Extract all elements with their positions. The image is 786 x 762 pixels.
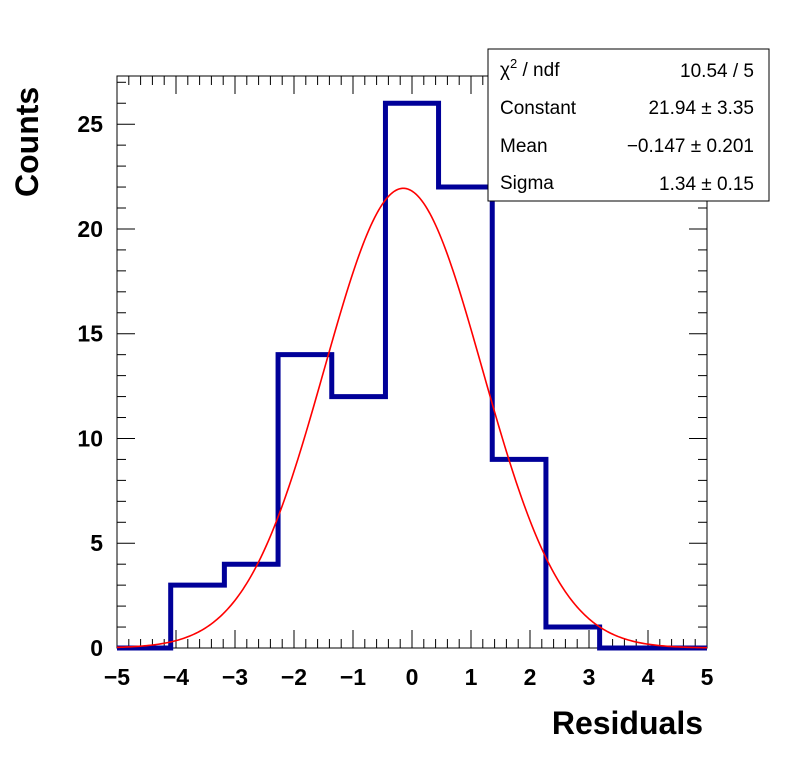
stats-value-sigma: 1.34 ± 0.15 — [659, 174, 754, 195]
y-tick-label: 0 — [90, 635, 103, 661]
fit-stats-box: χ2 / ndf 10.54 / 5 Constant 21.94 ± 3.35… — [487, 48, 770, 202]
x-tick-label: 4 — [642, 664, 655, 690]
y-tick-label: 15 — [77, 321, 103, 347]
x-tick-label: −2 — [281, 664, 307, 690]
x-tick-label: −4 — [163, 664, 189, 690]
y-tick-label: 10 — [77, 425, 103, 451]
stats-chi-symbol: χ — [500, 60, 510, 81]
x-tick-label: 0 — [406, 664, 419, 690]
x-tick-label: −3 — [222, 664, 248, 690]
gaussian-fit-curve — [116, 187, 708, 649]
stats-label-constant: Constant — [500, 98, 577, 119]
histogram-series — [117, 100, 707, 651]
y-tick-label: 25 — [77, 111, 103, 137]
y-tick-label: 5 — [90, 530, 103, 556]
x-tick-labels: −5 −4 −3 −2 −1 0 1 2 3 4 5 — [104, 664, 714, 690]
x-tick-label: 3 — [583, 664, 596, 690]
x-tick-label: 5 — [701, 664, 714, 690]
x-tick-label: −1 — [340, 664, 366, 690]
stats-chi-ndf: / ndf — [517, 60, 560, 81]
x-tick-label: 1 — [465, 664, 478, 690]
stats-value-chi2: 10.54 / 5 — [680, 61, 754, 82]
stats-value-mean: −0.147 ± 0.201 — [627, 136, 754, 157]
x-tick-label: −5 — [104, 664, 130, 690]
y-tick-label: 20 — [77, 216, 103, 242]
x-tick-label: 2 — [524, 664, 537, 690]
stats-value-constant: 21.94 ± 3.35 — [648, 98, 754, 119]
stats-chi-superscript: 2 — [510, 56, 517, 71]
stats-box-frame — [487, 48, 770, 202]
y-tick-labels: 0 5 10 15 20 25 — [77, 111, 103, 661]
y-axis-title: Counts — [9, 87, 45, 197]
stats-label-mean: Mean — [500, 136, 548, 157]
stats-label-chi2: χ2 / ndf — [500, 56, 560, 81]
stats-label-sigma: Sigma — [500, 173, 554, 194]
x-axis-title: Residuals — [552, 705, 703, 741]
